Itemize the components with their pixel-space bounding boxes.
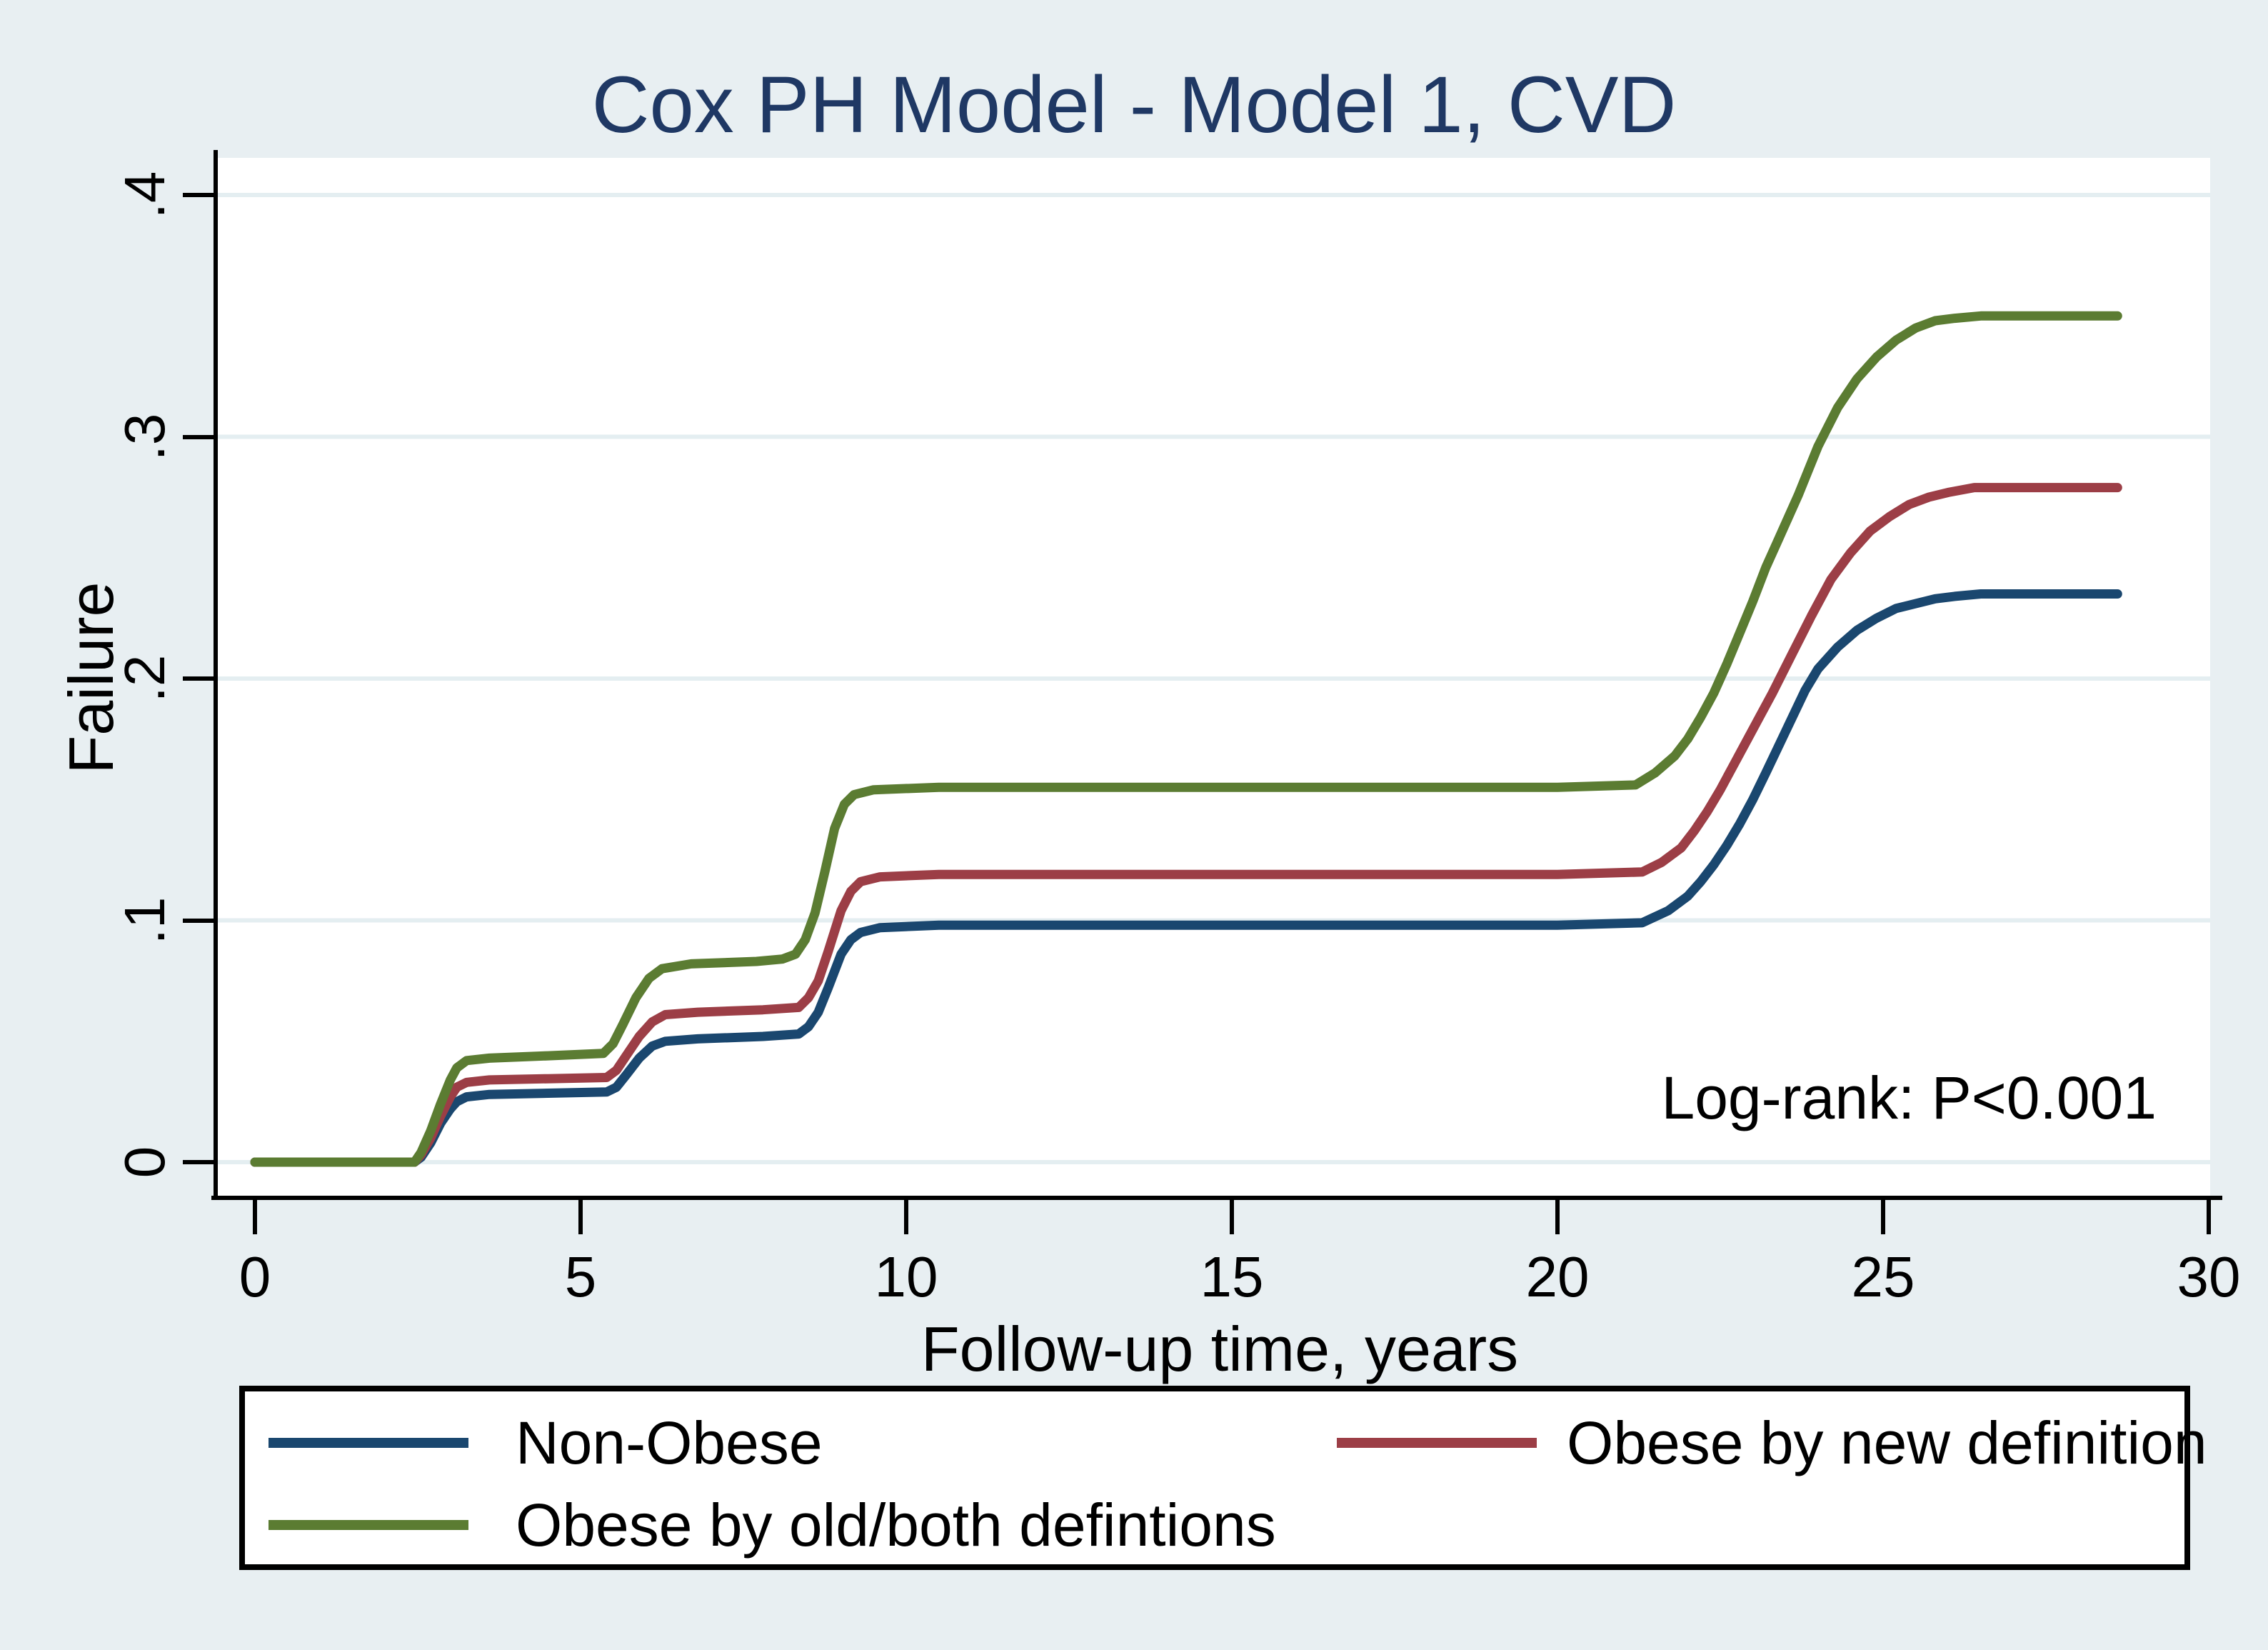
legend-label: Obese by new definition — [1567, 1409, 2207, 1476]
legend-label: Non-Obese — [516, 1409, 823, 1476]
x-tick — [578, 1200, 583, 1234]
x-tick-label: 0 — [239, 1245, 271, 1309]
y-tick — [183, 434, 216, 439]
x-tick — [253, 1200, 257, 1234]
legend-label: Obese by old/both defintions — [516, 1491, 1276, 1559]
x-tick — [2207, 1200, 2211, 1234]
y-tick — [183, 676, 216, 681]
x-tick — [1555, 1200, 1560, 1234]
plot-area — [218, 158, 2210, 1198]
y-tick — [183, 918, 216, 923]
legend-key-line — [269, 1520, 468, 1530]
x-tick — [1230, 1200, 1234, 1234]
y-tick — [183, 193, 216, 197]
y-tick — [183, 1160, 216, 1164]
x-tick-label: 15 — [1200, 1245, 1264, 1309]
x-tick — [1881, 1200, 1885, 1234]
y-tick-label: .1 — [113, 896, 176, 944]
chart-title: Cox PH Model - Model 1, CVD — [591, 60, 1677, 149]
x-tick-label: 30 — [2177, 1245, 2241, 1309]
x-axis-line — [211, 1196, 2222, 1200]
series-line-non-obese — [250, 589, 2122, 1167]
y-tick-label: 0 — [113, 1146, 176, 1179]
x-tick-label: 20 — [1525, 1245, 1590, 1309]
x-tick-label: 25 — [1851, 1245, 1915, 1309]
y-tick-label: .4 — [113, 171, 176, 219]
y-axis-line — [214, 150, 218, 1200]
series-line-obese-by-new-definition — [250, 483, 2122, 1167]
x-tick-label: 5 — [564, 1245, 597, 1309]
y-axis-title: Failure — [56, 581, 126, 774]
legend-box: Non-Obese Obese by new definition Obese by… — [239, 1386, 2207, 1570]
curves-canvas — [218, 193, 2210, 1167]
x-tick-label: 10 — [874, 1245, 938, 1309]
x-axis-title: Follow-up time, years — [920, 1314, 1519, 1384]
y-tick-label: .3 — [113, 413, 176, 461]
series-line-obese-by-old-both-defintions — [250, 311, 2122, 1167]
legend-key-line — [269, 1438, 468, 1448]
x-tick — [904, 1200, 908, 1234]
log-rank-annotation: Log-rank: P<0.001 — [1661, 1064, 2157, 1131]
legend-key-line — [1337, 1438, 1537, 1448]
